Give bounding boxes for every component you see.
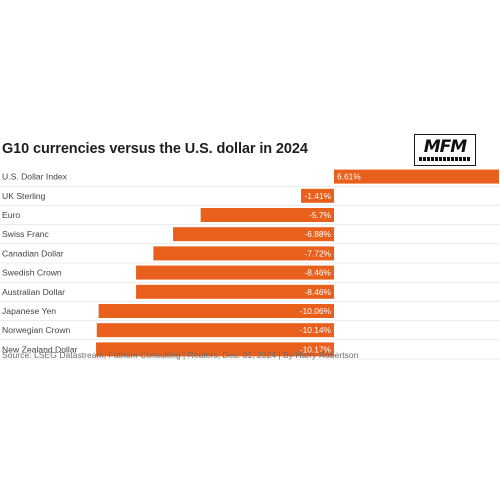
value-label-australian-dollar: -8.46% [304,287,331,297]
bar-canadian-dollar [153,246,334,261]
bar-new-zealand-dollar [96,342,334,357]
logo-mark: MFM [423,137,467,157]
category-label-new-zealand-dollar: New Zealand Dollar [2,344,78,354]
category-label-swedish-crown: Swedish Crown [2,268,62,278]
chart-title: G10 currencies versus the U.S. dollar in… [2,141,308,157]
value-label-canadian-dollar: -7.72% [304,248,331,258]
value-label-japanese-yen: -10.06% [300,306,332,316]
source-note: Source: LSEG Datastream, Fathom Consulti… [2,350,359,360]
category-label-euro: Euro [2,210,20,220]
bar-uk-sterling [301,188,334,203]
category-label-australian-dollar: Australian Dollar [2,287,65,297]
category-label-uk-sterling: UK Sterling [2,191,46,201]
bar-australian-dollar [136,284,334,299]
category-label-u-s-dollar-index: U.S. Dollar Index [2,172,68,182]
category-label-canadian-dollar: Canadian Dollar [2,248,64,258]
bar-norwegian-crown [96,323,334,338]
bar-u-s-dollar-index [334,169,499,184]
value-label-swiss-franc: -6.88% [304,229,331,239]
value-label-swedish-crown: -8.46% [304,268,331,278]
bar-swedish-crown [136,265,334,280]
bar-swiss-franc [173,227,334,242]
category-label-norwegian-crown: Norwegian Crown [2,325,71,335]
value-label-norwegian-crown: -10.14% [300,325,332,335]
value-label-new-zealand-dollar: -10.17% [300,344,332,354]
mfm-logo: MFM [414,134,476,166]
logo-stripe [419,157,471,161]
category-label-japanese-yen: Japanese Yen [2,306,56,316]
category-label-swiss-franc: Swiss Franc [2,229,49,239]
bar-japanese-yen [98,304,334,318]
bar-euro [200,208,334,222]
value-label-euro: -5.7% [309,210,331,220]
value-label-uk-sterling: -1.41% [304,191,331,201]
value-label-u-s-dollar-index: 6.61% [337,172,361,182]
